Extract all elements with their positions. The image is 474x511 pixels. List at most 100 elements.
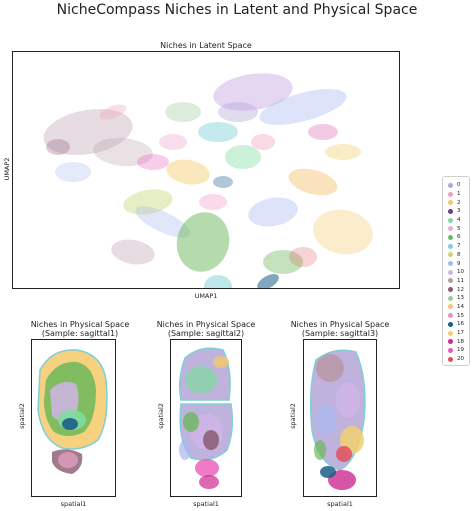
legend-marker	[448, 217, 453, 223]
spatial2-title: Niches in Physical Space	[156, 320, 256, 329]
legend-marker	[448, 339, 453, 345]
latent-title: Niches in Latent Space	[160, 41, 252, 50]
legend-label: 2	[457, 199, 461, 206]
legend-marker	[448, 226, 453, 232]
legend-entry: 1	[443, 190, 469, 199]
legend-marker	[448, 304, 453, 310]
legend-marker	[448, 287, 453, 293]
legend-label: 8	[457, 251, 461, 258]
legend-label: 10	[457, 269, 464, 276]
umap-cluster	[176, 212, 230, 272]
legend-marker	[448, 295, 453, 301]
legend-entry: 14	[443, 303, 469, 312]
umap-cluster	[325, 144, 361, 160]
latent-umap-plot	[12, 51, 400, 289]
legend-label: 7	[457, 243, 461, 250]
umap-cluster	[213, 176, 233, 188]
spatial1-ylabel: spatial2	[18, 403, 26, 429]
legend-entry: 7	[443, 242, 469, 251]
legend-label: 5	[457, 225, 461, 232]
legend-label: 17	[457, 330, 464, 337]
legend-entry: 19	[443, 346, 469, 355]
tissue-region	[62, 418, 78, 430]
umap-cluster	[159, 134, 187, 150]
umap-cluster	[46, 139, 70, 155]
tissue-region	[316, 354, 344, 382]
umap-cluster	[213, 73, 293, 111]
legend-entry: 6	[443, 233, 469, 242]
legend-marker	[448, 182, 453, 188]
spatial-plot-sagittal3	[303, 339, 377, 497]
legend-entry: 17	[443, 329, 469, 338]
legend-entry: 0	[443, 181, 469, 190]
legend-label: 19	[457, 347, 464, 354]
spatial2-ylabel: spatial2	[157, 403, 165, 429]
legend-label: 11	[457, 277, 464, 284]
tissue-region	[316, 404, 336, 436]
legend-entry: 11	[443, 277, 469, 286]
legend-entry: 3	[443, 207, 469, 216]
legend-label: 13	[457, 295, 464, 302]
legend-entry: 20	[443, 355, 469, 364]
umap-cluster	[259, 89, 347, 125]
legend-entry: 15	[443, 311, 469, 320]
umap-cluster	[165, 102, 201, 122]
legend-entry: 10	[443, 268, 469, 277]
umap-cluster	[93, 137, 153, 167]
spatial-plot-sagittal2	[170, 339, 242, 497]
legend-entry: 13	[443, 294, 469, 303]
legend-label: 9	[457, 260, 461, 267]
umap-cluster	[313, 209, 373, 255]
legend-marker	[448, 321, 453, 327]
umap-cluster	[204, 275, 232, 288]
tissue-region	[58, 452, 78, 468]
legend-entry: 18	[443, 337, 469, 346]
tissue-region	[185, 366, 217, 394]
legend-marker	[448, 269, 453, 275]
tissue-region	[328, 470, 356, 490]
legend-marker	[448, 330, 453, 336]
spatial2-subtitle: (Sample: sagittal2)	[167, 329, 245, 338]
umap-cluster	[257, 274, 279, 288]
tissue-region	[179, 440, 191, 460]
tissue-region	[336, 382, 360, 418]
umap-cluster	[111, 239, 155, 265]
legend-entry: 16	[443, 320, 469, 329]
legend-marker	[448, 191, 453, 197]
legend-marker	[448, 278, 453, 284]
umap-cluster	[135, 206, 191, 238]
spatial1-title: Niches in Physical Space	[30, 320, 130, 329]
legend-entry: 5	[443, 224, 469, 233]
spatial3-title: Niches in Physical Space	[290, 320, 390, 329]
legend-label: 0	[457, 182, 461, 189]
tissue-region	[195, 459, 219, 477]
legend-marker	[448, 243, 453, 249]
legend-label: 18	[457, 338, 464, 345]
umap-cluster	[218, 102, 258, 122]
legend-marker	[448, 261, 453, 267]
tissue-region	[199, 475, 219, 489]
umap-cluster	[137, 154, 169, 170]
umap-cluster	[288, 168, 338, 196]
legend-marker	[448, 208, 453, 214]
legend-entry: 12	[443, 285, 469, 294]
legend-entry: 4	[443, 216, 469, 225]
latent-ylabel: UMAP2	[3, 157, 11, 181]
legend-label: 6	[457, 234, 461, 241]
legend-label: 12	[457, 286, 464, 293]
umap-cluster	[289, 247, 317, 267]
legend-label: 16	[457, 321, 464, 328]
legend-marker	[448, 347, 453, 353]
spatial3-xlabel: spatial1	[327, 500, 353, 508]
spatial1-subtitle: (Sample: sagittal1)	[41, 329, 119, 338]
latent-xlabel: UMAP1	[194, 292, 218, 300]
tissue-region	[213, 356, 229, 368]
legend-label: 14	[457, 303, 464, 310]
legend-marker	[448, 252, 453, 258]
umap-cluster	[199, 194, 227, 210]
legend-entry: 9	[443, 259, 469, 268]
umap-cluster	[123, 189, 173, 215]
spatial2-xlabel: spatial1	[193, 500, 219, 508]
umap-cluster	[198, 122, 238, 142]
tissue-region	[183, 412, 199, 432]
